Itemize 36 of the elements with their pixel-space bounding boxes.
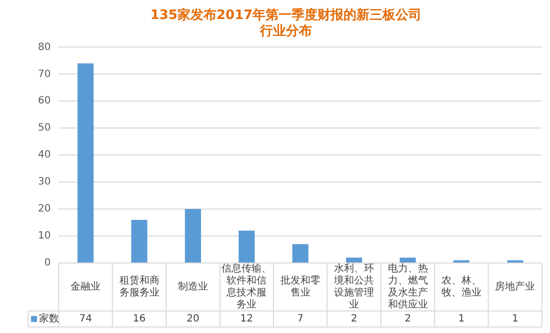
data-label: 1 bbox=[512, 314, 518, 325]
data-label: 2 bbox=[350, 314, 358, 325]
y-tick-label: 30 bbox=[38, 176, 51, 188]
y-tick-label: 10 bbox=[38, 230, 51, 242]
data-label: 12 bbox=[240, 314, 254, 325]
legend-label: 家数 bbox=[39, 312, 59, 325]
data-label: 7 bbox=[297, 314, 304, 325]
x-tick-label: 制造业 bbox=[178, 280, 208, 293]
y-tick-label: 70 bbox=[38, 68, 51, 80]
y-tick-label: 40 bbox=[38, 150, 51, 161]
x-tick-label: 房地产业 bbox=[495, 280, 536, 293]
bar bbox=[346, 258, 362, 262]
y-tick-label: 20 bbox=[38, 204, 51, 215]
chart-title: 135家发布2017年第一季度财报的新三板公司行业分布 bbox=[150, 7, 422, 39]
x-tick-label: 信息传输、软件和信息技术服务业 bbox=[222, 262, 272, 311]
data-label: 20 bbox=[186, 314, 200, 325]
bar bbox=[238, 230, 255, 262]
x-tick-label: 农、林、牧、渔业 bbox=[441, 274, 482, 299]
bar bbox=[184, 209, 202, 262]
y-tick-label: 60 bbox=[38, 96, 51, 107]
x-tick-label: 水利、环境和公共设施管理业 bbox=[333, 262, 374, 311]
x-tick-label: 租赁和商务服务业 bbox=[119, 274, 160, 299]
bar bbox=[400, 258, 416, 262]
bar bbox=[78, 63, 94, 262]
data-label: 1 bbox=[458, 314, 465, 325]
x-tick-label: 电力、热力、燃气及水生产和供应业 bbox=[388, 262, 428, 311]
data-label: 74 bbox=[79, 314, 92, 325]
data-label: 16 bbox=[132, 314, 146, 325]
y-tick-label: 0 bbox=[44, 258, 51, 269]
y-tick-label: 50 bbox=[38, 122, 51, 134]
bar bbox=[131, 220, 148, 262]
y-tick-label: 80 bbox=[38, 42, 51, 53]
bar bbox=[292, 244, 308, 262]
x-tick-label: 金融业 bbox=[70, 280, 101, 293]
data-label: 2 bbox=[404, 314, 411, 325]
x-tick-label: 批发和零售业 bbox=[280, 274, 320, 299]
